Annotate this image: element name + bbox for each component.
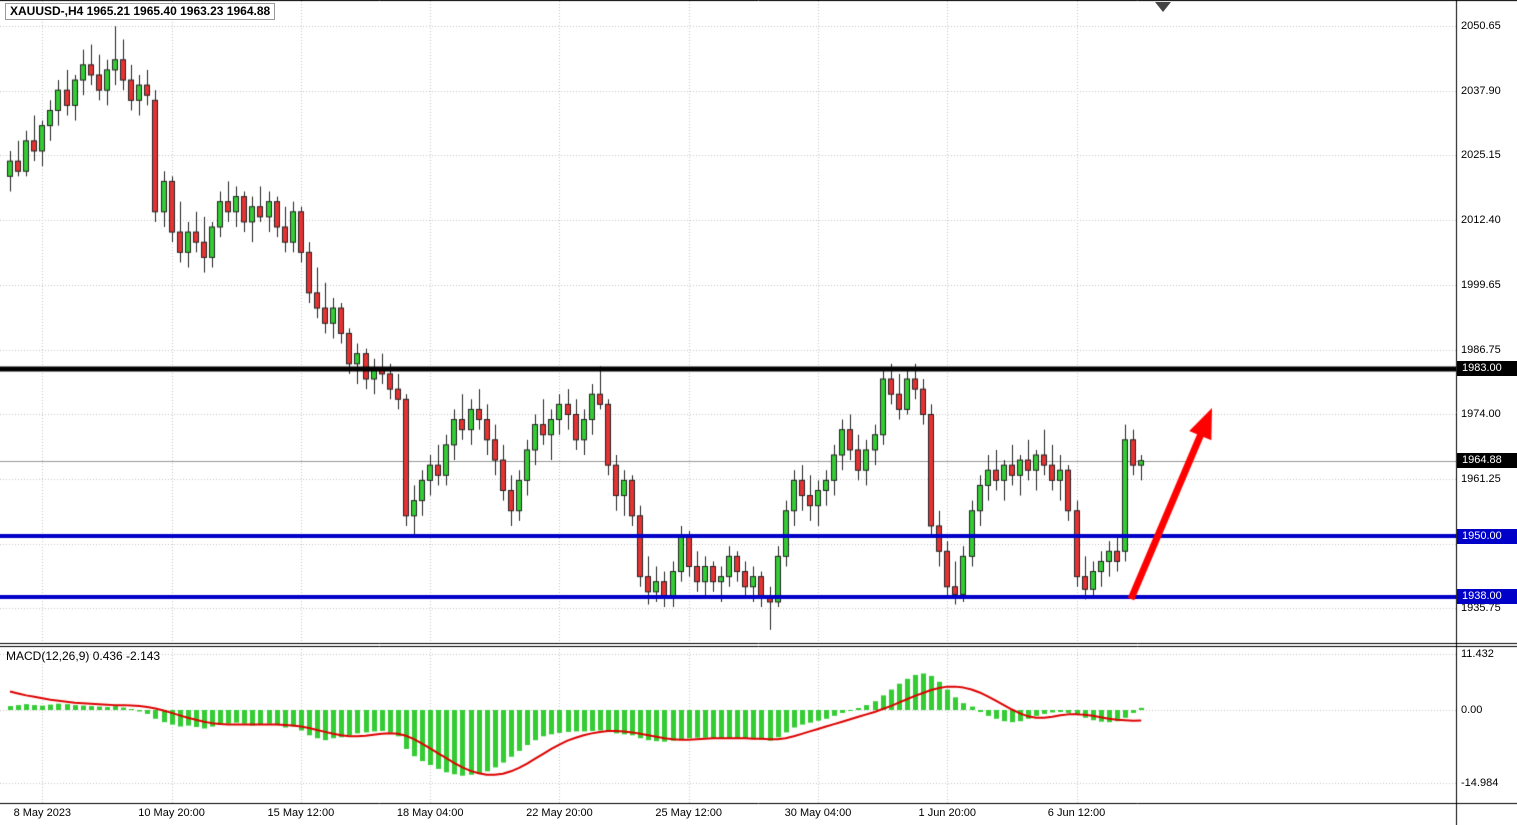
time-axis-label: 10 May 20:00 — [138, 807, 205, 819]
price-badge: 1964.88 — [1457, 453, 1517, 469]
time-axis-label: 15 May 12:00 — [267, 807, 335, 819]
time-axis-label: 25 May 12:00 — [655, 807, 723, 819]
time-axis-label: 30 May 04:00 — [784, 807, 852, 819]
time-axis-label: 8 May 2023 — [13, 807, 72, 819]
macd-axis-label: -14.984 — [1461, 776, 1499, 789]
macd-indicator-label: MACD(12,26,9) 0.436 -2.143 — [6, 649, 161, 663]
chart-shift-marker-icon[interactable] — [1155, 2, 1171, 12]
price-axis-label: 1999.65 — [1461, 278, 1501, 291]
price-axis-label: 2037.90 — [1461, 84, 1501, 97]
time-axis-label: 22 May 20:00 — [526, 807, 593, 819]
price-axis-label: 1935.75 — [1461, 602, 1501, 615]
symbol-info-box: XAUUSD-,H4 1965.21 1965.40 1963.23 1964.… — [5, 3, 276, 20]
price-axis-label: 2012.40 — [1461, 213, 1501, 226]
price-axis-label: 1986.75 — [1461, 343, 1501, 356]
macd-axis-label: 0.00 — [1461, 703, 1483, 716]
price-badge: 1950.00 — [1457, 528, 1517, 544]
time-axis-label: 6 Jun 12:00 — [1047, 807, 1106, 819]
price-badge: 1938.00 — [1457, 589, 1517, 605]
time-axis-label: 18 May 04:00 — [396, 807, 464, 819]
price-axis-label: 2050.65 — [1461, 20, 1501, 33]
price-axis-label: 2025.15 — [1461, 149, 1501, 162]
price-axis-label: 1974.00 — [1461, 408, 1501, 421]
macd-axis-label: 11.432 — [1461, 648, 1494, 661]
price-badge: 1983.00 — [1457, 361, 1517, 377]
price-axis-label: 1961.25 — [1461, 473, 1501, 486]
time-axis-label: 1 Jun 20:00 — [918, 807, 977, 819]
